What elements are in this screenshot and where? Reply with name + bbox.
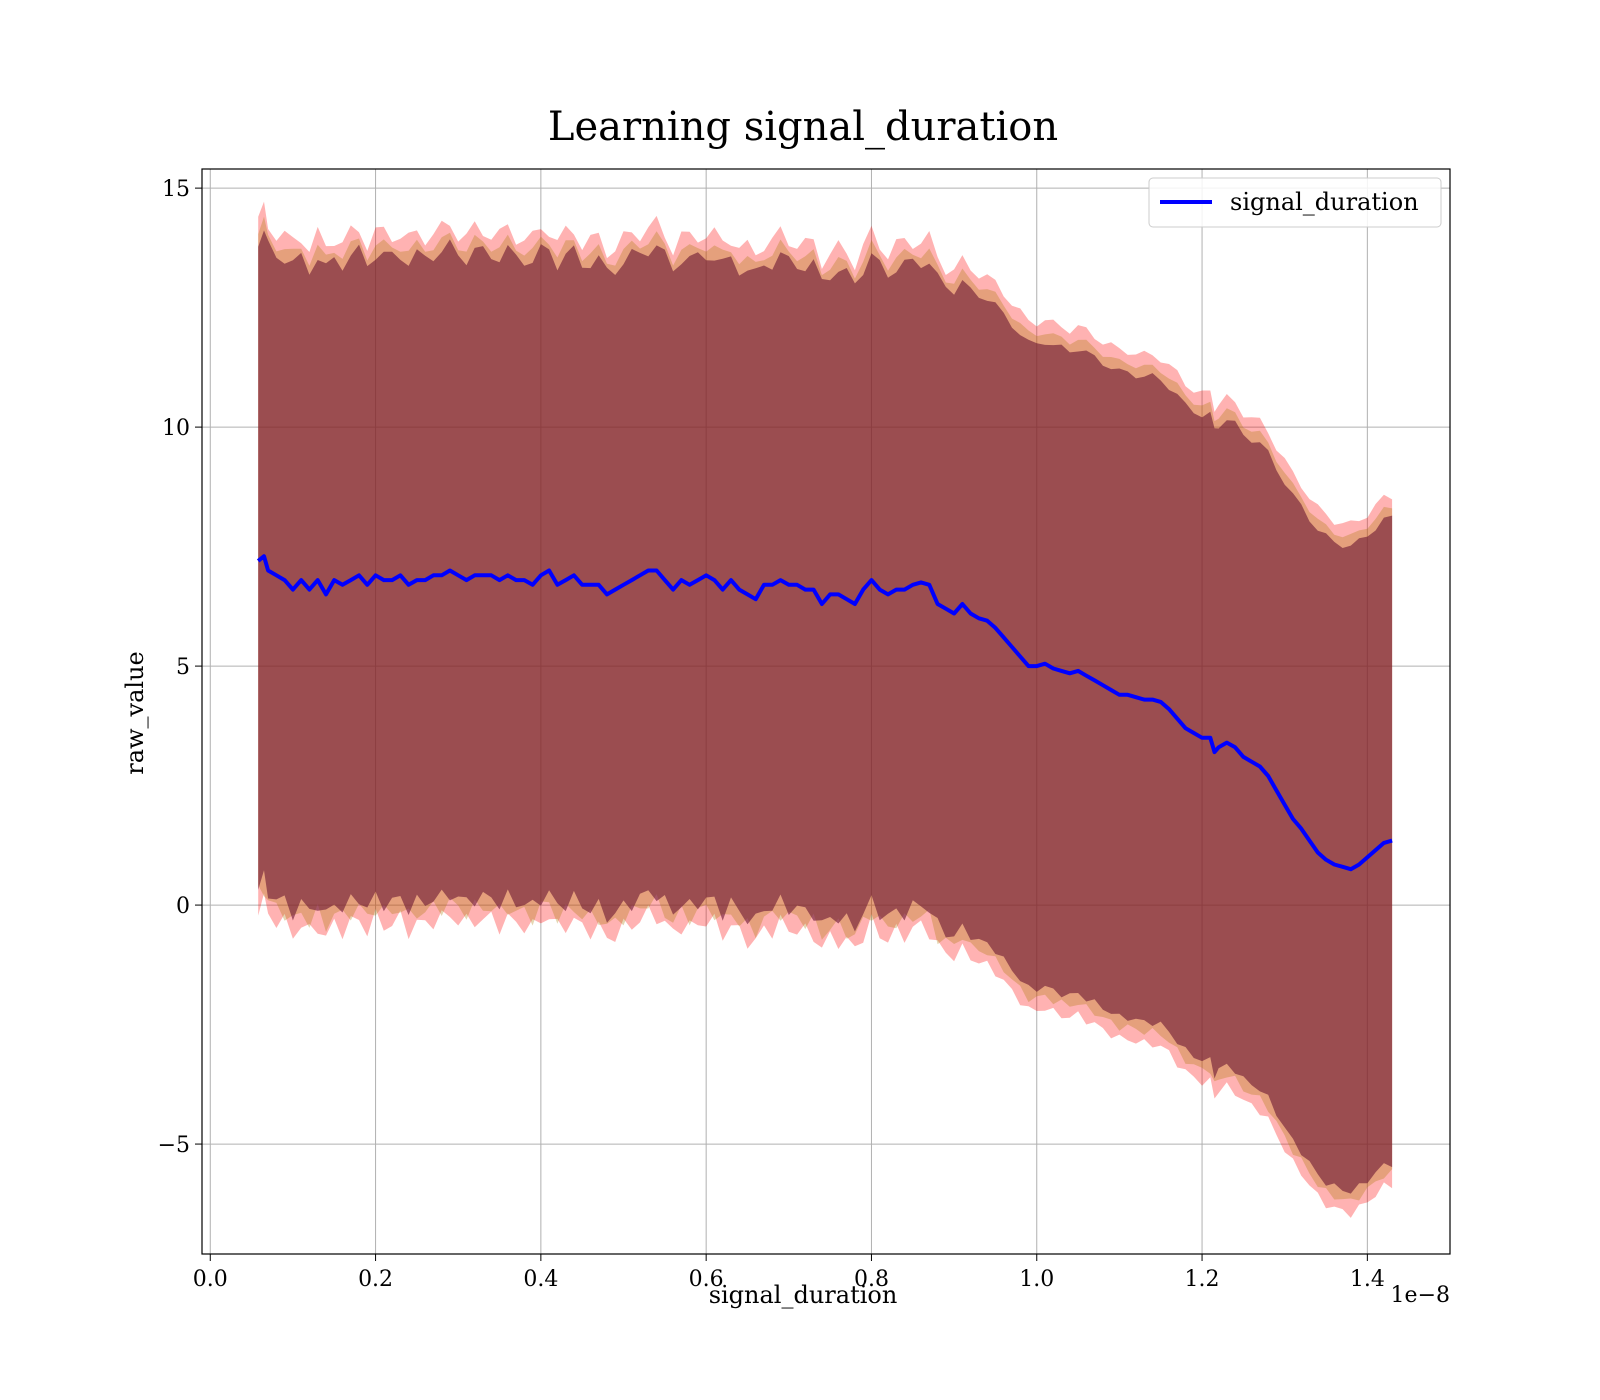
x-tick-label: 1.4 [1350,1267,1385,1292]
legend-frame [1148,177,1442,228]
y-tick-label: 15 [162,177,190,202]
x-offset-label: 1e−8 [1391,1283,1450,1308]
x-axis-label: signal_duration [709,1281,898,1309]
series-line-signal-duration [256,554,1393,872]
y-tick-label: 5 [176,655,190,680]
x-tick-label: 0.2 [358,1267,393,1292]
x-tick-label: 0.6 [689,1267,724,1292]
x-tick-label: 1.0 [1019,1267,1054,1292]
confidence-bands [258,201,1393,1218]
confidence-band [258,230,1393,1194]
y-axis: −5 0 5 10 15 [158,177,202,1158]
series-lines [256,554,1393,872]
legend: signal_duration [1148,177,1442,228]
plot-frame [201,168,1451,1255]
x-tick-label: 0.0 [193,1267,228,1292]
chart-title: Learning signal_duration [548,104,1058,150]
x-tick-label: 0.4 [523,1267,558,1292]
y-tick-label: −5 [158,1133,190,1158]
y-tick-label: 10 [162,416,190,441]
x-axis: 0.0 0.2 0.4 0.6 0.8 1.0 1.2 1.4 [193,1254,1385,1292]
y-axis-label: raw_value [121,651,149,775]
x-tick-label: 1.2 [1185,1267,1220,1292]
legend-label: signal_duration [1230,188,1419,216]
x-tick-label: 0.8 [854,1267,889,1292]
y-tick-label: 0 [176,894,190,919]
